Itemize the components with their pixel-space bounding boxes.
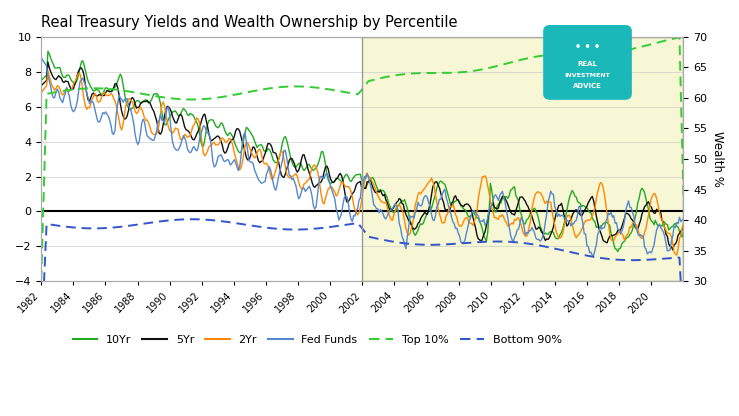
- FancyBboxPatch shape: [543, 25, 632, 100]
- Text: • • •: • • •: [575, 42, 600, 52]
- Text: Real Treasury Yields and Wealth Ownership by Percentile: Real Treasury Yields and Wealth Ownershi…: [41, 15, 457, 30]
- Bar: [362, 37, 684, 281]
- Text: INVESTMENT: INVESTMENT: [565, 73, 610, 78]
- Legend: 10Yr, 5Yr, 2Yr, Fed Funds, Top 10%, Bottom 90%: 10Yr, 5Yr, 2Yr, Fed Funds, Top 10%, Bott…: [68, 330, 567, 349]
- Text: REAL: REAL: [578, 61, 597, 67]
- Text: ADVICE: ADVICE: [573, 83, 602, 89]
- Bar: [362, 37, 684, 281]
- Y-axis label: Wealth %: Wealth %: [711, 131, 724, 187]
